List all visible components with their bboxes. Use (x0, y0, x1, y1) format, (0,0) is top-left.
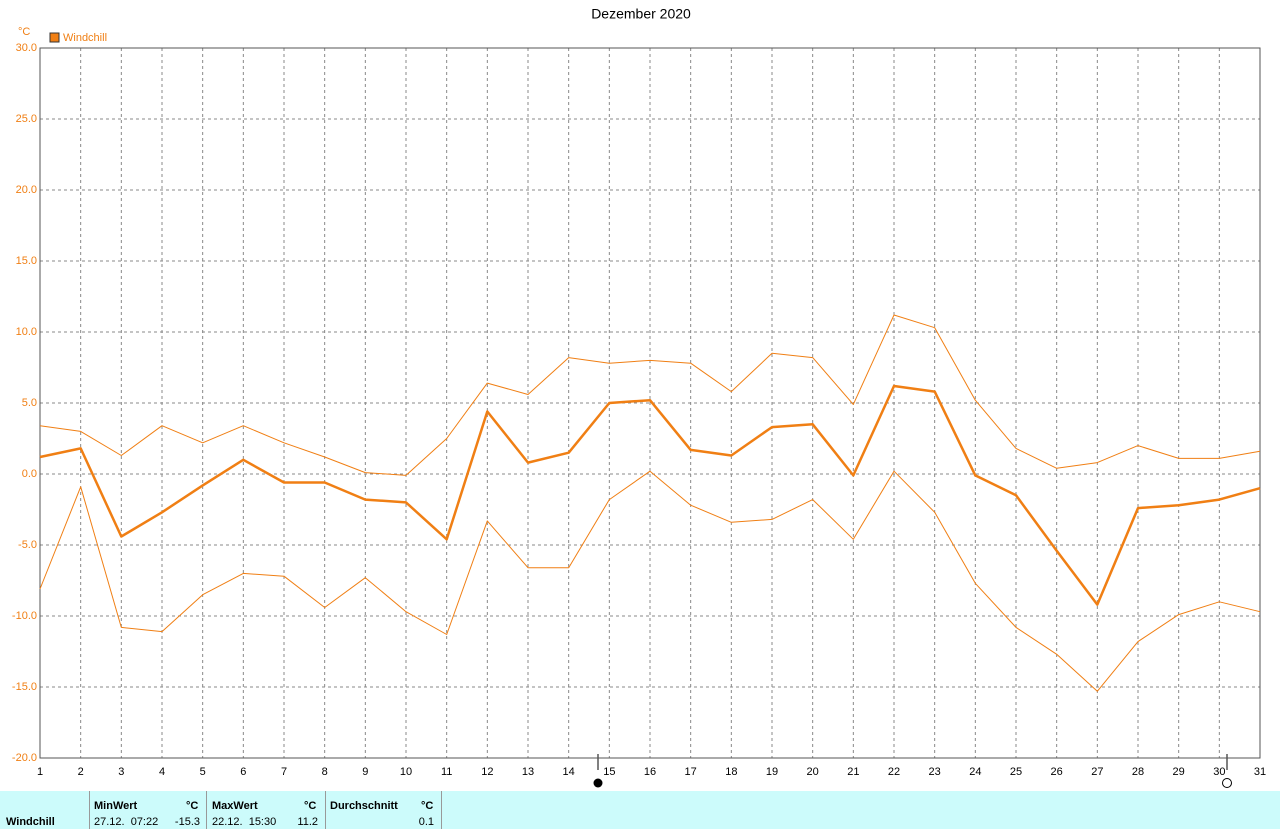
x-tick-label: 17 (685, 766, 697, 778)
y-tick-label: -10.0 (12, 610, 37, 622)
legend-label: Windchill (63, 32, 107, 44)
x-tick-label: 24 (969, 766, 981, 778)
min-value: -15.3 (174, 816, 200, 828)
avg-unit: °C (421, 800, 434, 812)
avg-value: 0.1 (418, 816, 434, 828)
divider (206, 791, 207, 829)
x-tick-label: 3 (118, 766, 124, 778)
x-tick-label: 9 (362, 766, 368, 778)
x-tick-label: 13 (522, 766, 534, 778)
x-tick-label: 27 (1091, 766, 1103, 778)
max-unit: °C (304, 800, 317, 812)
x-tick-label: 23 (929, 766, 941, 778)
min-label: MinWert (94, 800, 138, 812)
max-value: 11.2 (297, 816, 318, 828)
y-axis-unit: °C (18, 26, 30, 38)
x-tick-label: 2 (78, 766, 84, 778)
x-tick-label: 11 (441, 766, 452, 778)
x-tick-label: 26 (1051, 766, 1063, 778)
x-tick-label: 15 (603, 766, 615, 778)
y-tick-label: 15.0 (16, 255, 37, 267)
chart-title: Dezember 2020 (591, 6, 691, 22)
y-tick-label: -5.0 (18, 539, 37, 551)
x-tick-label: 5 (200, 766, 206, 778)
divider (325, 791, 326, 829)
x-tick-label: 20 (807, 766, 819, 778)
x-tick-label: 25 (1010, 766, 1022, 778)
x-tick-label: 31 (1254, 766, 1266, 778)
x-tick-label: 22 (888, 766, 900, 778)
x-tick-label: 18 (725, 766, 737, 778)
min-unit: °C (186, 800, 199, 812)
max-label: MaxWert (212, 800, 258, 812)
x-tick-label: 19 (766, 766, 778, 778)
legend-swatch (49, 32, 60, 43)
x-tick-label: 6 (240, 766, 246, 778)
summary-bar: Windchill MinWert °C 27.12. 07:22 -15.3 … (0, 791, 1280, 829)
y-tick-label: -15.0 (12, 681, 37, 693)
x-tick-label: 4 (159, 766, 165, 778)
y-tick-label: -20.0 (12, 752, 37, 764)
x-tick-label: 28 (1132, 766, 1144, 778)
divider (441, 791, 442, 829)
x-tick-label: 21 (847, 766, 859, 778)
plot-border (39, 47, 1261, 759)
chart: Dezember 2020 °C Windchill 30.025.020.01… (12, 6, 1266, 788)
max-time-text: 22.12. 15:30 (212, 816, 277, 828)
y-tick-label: 30.0 (16, 42, 37, 54)
y-tick-label: 25.0 (16, 113, 37, 125)
x-tick-label: 10 (400, 766, 412, 778)
x-tick-label: 14 (563, 766, 575, 778)
min-time-text: 27.12. 07:22 (94, 816, 159, 828)
y-tick-label: 20.0 (16, 184, 37, 196)
y-tick-label: 0.0 (22, 468, 37, 480)
moon-icon (1222, 778, 1232, 788)
data-line (39, 470, 1261, 692)
x-tick-label: 29 (1173, 766, 1185, 778)
x-tick-label: 12 (481, 766, 493, 778)
divider (89, 791, 90, 829)
x-tick-label: 30 (1213, 766, 1225, 778)
x-tick-label: 1 (37, 766, 43, 778)
data-line (39, 314, 1261, 476)
data-line (39, 384, 1261, 606)
sun-icon (593, 778, 603, 788)
x-tick-label: 8 (322, 766, 328, 778)
x-tick-label: 16 (644, 766, 656, 778)
min-time: 27.12. 07:22 (94, 816, 158, 828)
y-tick-label: 10.0 (16, 326, 37, 338)
summary-name: Windchill (6, 816, 55, 828)
x-tick-label: 7 (281, 766, 287, 778)
y-tick-label: 5.0 (22, 397, 37, 409)
max-time: 22.12. 15:30 (212, 816, 276, 828)
avg-label: Durchschnitt (330, 800, 398, 812)
